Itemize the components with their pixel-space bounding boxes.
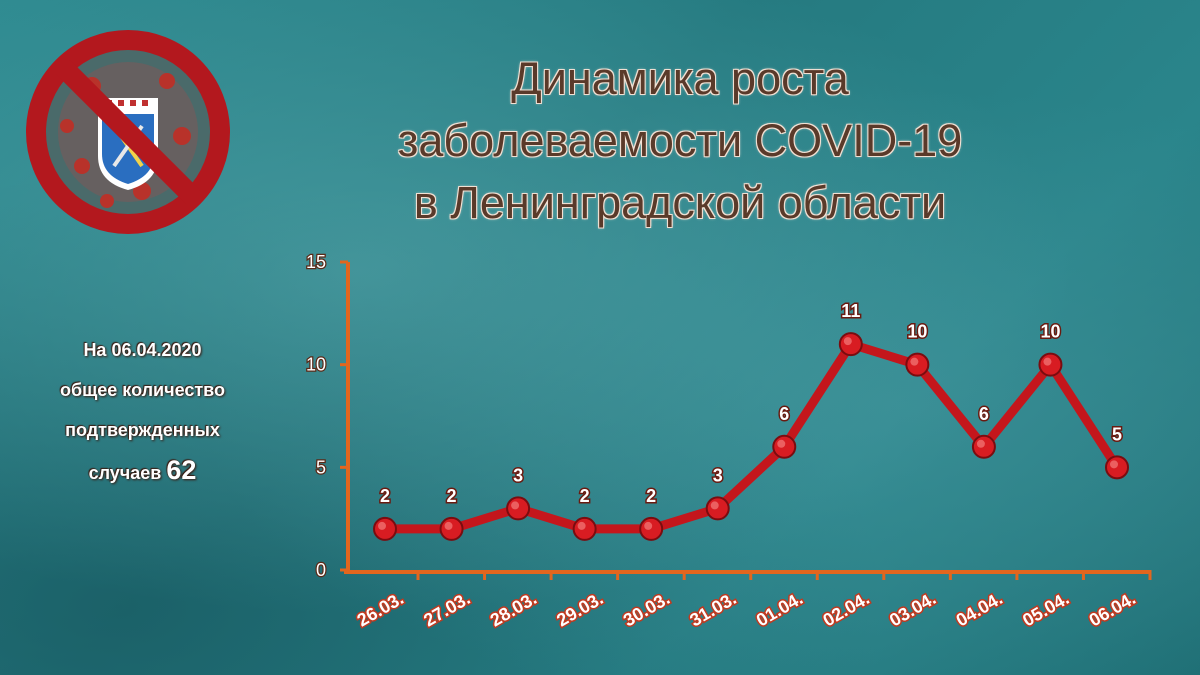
y-tick-label: 0	[316, 560, 326, 580]
data-point-highlight	[1043, 357, 1052, 366]
y-tick-label: 5	[316, 457, 326, 477]
data-point	[572, 516, 597, 541]
x-tick-label: 06.04.	[1086, 588, 1139, 630]
data-point	[838, 332, 863, 357]
y-tick-label: 15	[306, 252, 326, 272]
data-label: 11	[841, 301, 860, 321]
data-point	[506, 496, 531, 521]
data-point	[772, 434, 797, 459]
data-point	[439, 516, 464, 541]
data-point-highlight	[577, 521, 586, 530]
data-label: 3	[713, 465, 723, 485]
note-date: На 06.04.2020	[83, 340, 202, 360]
note-cases-label: случаев	[88, 463, 162, 483]
title-line-2: заболеваемости COVID-19	[397, 115, 963, 166]
data-point-highlight	[910, 357, 919, 366]
data-point	[905, 352, 930, 377]
note-line-4: случаев 62	[30, 450, 255, 493]
data-label: 5	[1112, 424, 1122, 444]
x-tick-label: 05.04.	[1019, 588, 1072, 630]
x-tick-label: 01.04.	[753, 588, 806, 630]
x-tick-label: 27.03.	[420, 588, 473, 630]
series-line	[380, 339, 1122, 534]
data-label: 2	[447, 486, 457, 506]
data-point-highlight	[1110, 460, 1118, 469]
x-tick-label: 30.03.	[620, 588, 673, 630]
data-label: 10	[907, 322, 927, 342]
data-point	[971, 434, 996, 459]
data-label: 2	[580, 486, 590, 506]
page-title: Динамика роста заболеваемости COVID-19 в…	[330, 48, 1030, 234]
data-label: 6	[779, 404, 789, 424]
data-label: 2	[380, 486, 390, 506]
title-line-1: Динамика роста	[511, 53, 849, 104]
data-point	[1105, 455, 1129, 480]
data-point-highlight	[444, 521, 453, 530]
data-point-highlight	[976, 439, 985, 448]
data-point	[1038, 352, 1063, 377]
x-tick-label: 03.04.	[886, 588, 939, 630]
x-tick-label: 28.03.	[487, 588, 540, 630]
data-point-highlight	[378, 521, 386, 530]
data-point-highlight	[777, 439, 786, 448]
x-tick-label: 02.04.	[819, 588, 872, 630]
x-tick-label: 31.03.	[686, 588, 739, 630]
data-point	[639, 516, 664, 541]
data-label: 2	[646, 486, 656, 506]
title-line-3: в Ленинградской области	[413, 177, 947, 228]
data-label: 6	[979, 404, 989, 424]
data-point-highlight	[710, 501, 719, 510]
data-label: 10	[1040, 322, 1060, 342]
data-point	[705, 496, 730, 521]
no-covid-logo	[26, 30, 230, 234]
data-point-highlight	[511, 501, 520, 510]
data-point-highlight	[644, 521, 653, 530]
y-tick-label: 10	[306, 355, 326, 375]
note-line-3: подтвержденных	[65, 420, 220, 440]
data-point-highlight	[843, 337, 852, 346]
data-label: 3	[513, 465, 523, 485]
x-tick-label: 29.03.	[553, 588, 606, 630]
x-tick-label: 04.04.	[953, 588, 1006, 630]
x-tick-label: 26.03.	[354, 588, 407, 630]
note-line-2: общее количество	[59, 380, 225, 400]
total-cases-note: На 06.04.2020 общее количество подтвержд…	[30, 330, 255, 493]
total-cases-value: 62	[166, 455, 197, 485]
data-point	[373, 516, 397, 541]
